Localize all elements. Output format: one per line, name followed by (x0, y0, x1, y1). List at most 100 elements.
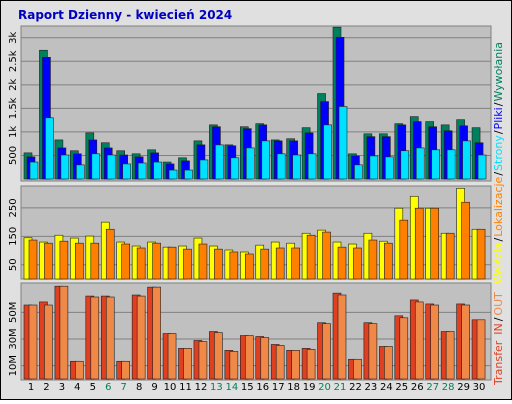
bar (476, 319, 486, 380)
x-tick-label: 2 (43, 382, 49, 393)
bar (260, 248, 270, 280)
bar (168, 169, 178, 180)
bar (291, 247, 300, 280)
legend-entry: IN (492, 323, 505, 334)
y-tick-label: 500 (8, 146, 19, 165)
x-tick-label: 14 (225, 382, 238, 393)
x-tick-label: 15 (241, 382, 254, 393)
bar (353, 358, 362, 380)
bar (199, 159, 209, 180)
y-tick-label: 50M (8, 302, 19, 323)
bar (323, 124, 332, 180)
bar (152, 286, 161, 380)
bar (385, 156, 394, 180)
bar (229, 251, 239, 280)
legend-entry: Pliki (492, 107, 505, 129)
bar (246, 147, 255, 180)
x-tick-label: 28 (442, 382, 455, 393)
bar (60, 154, 70, 180)
bar (445, 232, 455, 280)
bar (198, 243, 208, 280)
x-tick-label: 20 (318, 382, 331, 393)
x-tick-label: 5 (90, 382, 96, 393)
bar (44, 304, 53, 380)
bar (461, 304, 470, 380)
bar (276, 153, 286, 180)
y-tick-label: 150 (8, 227, 19, 246)
bar (167, 333, 177, 380)
bar (430, 304, 440, 380)
bar (215, 144, 224, 180)
x-tick-label: 9 (151, 382, 157, 393)
x-tick-label: 24 (380, 382, 393, 393)
bar (184, 169, 193, 180)
x-tick-label: 10 (164, 382, 177, 393)
bar (106, 154, 116, 180)
x-tick-label: 4 (74, 382, 80, 393)
legend-entry: Transfer (492, 340, 505, 386)
bar (121, 360, 130, 380)
bar (414, 301, 424, 380)
bar (29, 161, 39, 180)
bar (59, 285, 69, 380)
bar (353, 247, 362, 280)
bar (446, 149, 456, 180)
bar (90, 242, 100, 280)
x-tick-label: 22 (349, 382, 362, 393)
bar (122, 163, 131, 180)
bar (44, 242, 53, 280)
bar (91, 153, 101, 180)
x-tick-label: 16 (256, 382, 269, 393)
y-tick-label: 250 (8, 198, 19, 217)
bar (445, 331, 455, 380)
bar (337, 294, 347, 380)
legend-entry: Wejścia (492, 242, 505, 284)
bar (414, 207, 424, 280)
bar (306, 349, 316, 380)
legend-entry: Strony (492, 135, 505, 171)
bar (136, 247, 146, 280)
bar (260, 337, 270, 380)
legend-entry: / (492, 130, 505, 134)
bar (415, 147, 425, 180)
bar (461, 201, 470, 280)
bar (306, 234, 316, 280)
bar (307, 153, 317, 180)
bar (153, 161, 162, 180)
bar (368, 239, 378, 280)
bar (368, 323, 378, 380)
x-tick-label: 18 (287, 382, 300, 393)
bar (292, 154, 301, 180)
x-tick-label: 27 (426, 382, 439, 393)
bar (338, 106, 348, 180)
x-tick-label: 11 (179, 382, 192, 393)
legend: TransferIN/OUTWejścia/Lokalizacje/Strony… (492, 42, 505, 386)
bar (75, 360, 84, 380)
bar (322, 323, 331, 380)
x-tick-label: 12 (195, 382, 208, 393)
legend-entry: / (492, 102, 505, 106)
y-tick-label: 10M (8, 355, 19, 376)
x-tick-label: 19 (303, 382, 316, 393)
y-tick-label: 1.5k (8, 97, 19, 119)
bar (384, 242, 393, 280)
bar (369, 155, 379, 180)
y-tick-label: 30M (8, 328, 19, 349)
x-tick-label: 7 (121, 382, 127, 393)
x-tick-label: 30 (473, 382, 486, 393)
x-tick-label: 25 (395, 382, 408, 393)
bar (121, 243, 130, 280)
bar (75, 242, 84, 280)
bar (275, 345, 285, 380)
bar (183, 348, 192, 380)
bar (230, 157, 240, 180)
x-tick-label: 26 (411, 382, 424, 393)
bar (214, 332, 223, 380)
x-tick-label: 17 (272, 382, 285, 393)
bar (45, 117, 54, 180)
bar (354, 164, 363, 180)
bar (291, 350, 300, 380)
bar (275, 247, 285, 280)
bar (400, 150, 410, 180)
